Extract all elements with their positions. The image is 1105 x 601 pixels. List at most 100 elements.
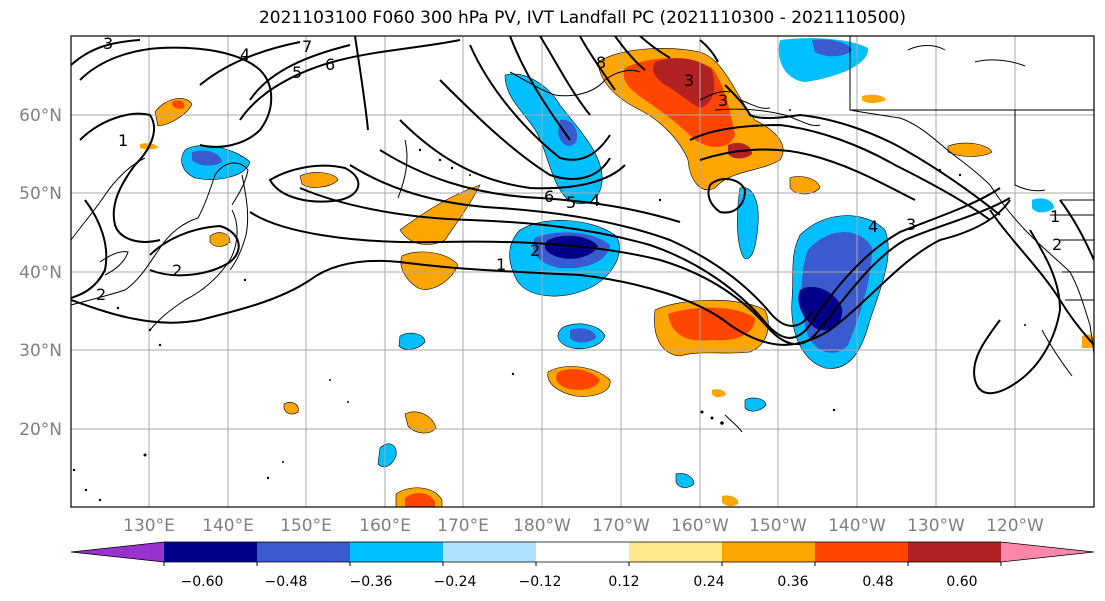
anomaly-fill bbox=[1082, 334, 1094, 348]
anomaly-fill bbox=[722, 495, 739, 507]
colorbar-tick-label: −0.36 bbox=[350, 574, 393, 590]
anomaly-fill bbox=[209, 232, 231, 247]
lon-label: 140°E bbox=[202, 516, 254, 536]
anomaly-fill bbox=[789, 176, 821, 195]
colorbar-tick-label: −0.24 bbox=[434, 574, 477, 590]
graticule bbox=[71, 36, 1094, 507]
colorbar-segment bbox=[908, 542, 1002, 562]
colorbar-extend-high bbox=[1001, 542, 1094, 562]
contour-label: 4 bbox=[868, 217, 878, 236]
lat-label: 40°N bbox=[19, 263, 62, 283]
contour-label: 3 bbox=[906, 215, 916, 234]
colorbar-tick-label: −0.48 bbox=[265, 574, 308, 590]
colorbar-segment bbox=[350, 542, 444, 562]
anomaly-fill bbox=[398, 332, 426, 350]
anomaly-fill bbox=[862, 94, 886, 103]
colorbar-tick-labels: −0.60 −0.48 −0.36 −0.24 −0.12 0.12 0.24 … bbox=[181, 574, 978, 590]
longitude-labels: 130°E 140°E 150°E 160°E 170°E 180°W 170°… bbox=[123, 516, 1044, 536]
contour-labels: 3 7 4 5 6 1 2 6 5 4 2 1 8 3 3 4 3 1 2 2 bbox=[96, 34, 1062, 304]
colorbar-segment bbox=[815, 542, 909, 562]
colorbar-tick-label: −0.12 bbox=[519, 574, 562, 590]
lon-label: 170°E bbox=[437, 516, 489, 536]
colorbar-tick-label: −0.60 bbox=[181, 574, 224, 590]
lon-label: 160°W bbox=[671, 516, 729, 536]
anomaly-fill bbox=[1032, 198, 1054, 213]
anomaly-fill bbox=[556, 369, 600, 390]
contour-label: 5 bbox=[292, 63, 302, 82]
contour-label: 4 bbox=[590, 191, 600, 210]
anomaly-fill bbox=[947, 142, 993, 157]
lon-label: 150°E bbox=[280, 516, 332, 536]
lon-label: 160°E bbox=[359, 516, 411, 536]
colorbar-segment bbox=[164, 542, 258, 562]
colorbar-tick-label: 0.12 bbox=[608, 574, 639, 590]
anomaly-fill bbox=[544, 235, 598, 259]
colorbar-segment bbox=[257, 542, 351, 562]
lon-label: 130°W bbox=[907, 516, 965, 536]
contour-label: 6 bbox=[544, 187, 554, 206]
contour-label: 2 bbox=[96, 285, 106, 304]
colorbar-segment bbox=[722, 542, 816, 562]
lon-label: 120°W bbox=[986, 516, 1044, 536]
lon-label: 170°W bbox=[592, 516, 650, 536]
colorbar-segment bbox=[629, 542, 723, 562]
anomaly-fill bbox=[404, 411, 437, 434]
anomaly-fill bbox=[712, 389, 726, 398]
contour-label: 3 bbox=[718, 91, 728, 110]
anomaly-fill bbox=[299, 172, 339, 188]
anomaly-fill bbox=[283, 402, 299, 415]
anomaly-fill bbox=[668, 307, 755, 341]
map-frame bbox=[70, 35, 1095, 508]
contour-label: 3 bbox=[103, 34, 113, 53]
pv-contours bbox=[71, 36, 1094, 395]
contour-label: 2 bbox=[1052, 235, 1062, 254]
anomaly-fill bbox=[172, 100, 185, 109]
lat-label: 60°N bbox=[19, 106, 62, 126]
colorbar-tick-label: 0.36 bbox=[777, 574, 808, 590]
anomaly-fill bbox=[400, 251, 459, 290]
anomaly-fill bbox=[675, 473, 695, 488]
anomaly-fill bbox=[744, 397, 767, 412]
pv-anomaly-fills bbox=[140, 38, 1094, 507]
islands bbox=[72, 109, 1026, 502]
contour-label: 2 bbox=[172, 261, 182, 280]
lat-label: 30°N bbox=[19, 341, 62, 361]
colorbar-extend-low bbox=[71, 542, 164, 562]
latitude-labels: 60°N 50°N 40°N 30°N 20°N bbox=[19, 106, 62, 440]
lon-label: 130°E bbox=[123, 516, 175, 536]
contour-label: 4 bbox=[240, 45, 250, 64]
lat-label: 50°N bbox=[19, 184, 62, 204]
anomaly-fill bbox=[737, 187, 759, 259]
anomaly-fill bbox=[192, 150, 222, 166]
contour-label: 3 bbox=[684, 71, 694, 90]
contour-label: 6 bbox=[325, 55, 335, 74]
anomaly-fill bbox=[570, 328, 596, 343]
anomaly-fill bbox=[558, 119, 578, 146]
anomaly-fill bbox=[399, 184, 481, 245]
anomaly-fill bbox=[812, 39, 852, 57]
colorbar-tick-label: 0.48 bbox=[862, 574, 893, 590]
colorbar-segment bbox=[443, 542, 537, 562]
anomaly-fill bbox=[405, 493, 435, 507]
contour-label: 1 bbox=[118, 131, 128, 150]
coastlines bbox=[71, 36, 1094, 433]
anomaly-fill bbox=[377, 443, 397, 468]
lon-label: 140°W bbox=[828, 516, 886, 536]
contour-label: 7 bbox=[302, 37, 312, 56]
colorbar-tick-label: 0.60 bbox=[946, 574, 977, 590]
contour-label: 8 bbox=[596, 53, 606, 72]
anomaly-fill bbox=[653, 58, 715, 108]
contour-label: 1 bbox=[1050, 207, 1060, 226]
lat-label: 20°N bbox=[19, 420, 62, 440]
contour-label: 5 bbox=[566, 193, 576, 212]
lon-label: 150°W bbox=[749, 516, 807, 536]
colorbar-tick-label: 0.24 bbox=[693, 574, 724, 590]
anomaly-fill bbox=[504, 73, 603, 205]
plot-title: 2021103100 F060 300 hPa PV, IVT Landfall… bbox=[258, 8, 906, 28]
contour-label: 2 bbox=[530, 241, 540, 260]
colorbar-segment bbox=[536, 542, 630, 562]
colorbar bbox=[70, 541, 1095, 566]
contour-label: 1 bbox=[496, 255, 506, 274]
lon-label: 180°W bbox=[513, 516, 571, 536]
